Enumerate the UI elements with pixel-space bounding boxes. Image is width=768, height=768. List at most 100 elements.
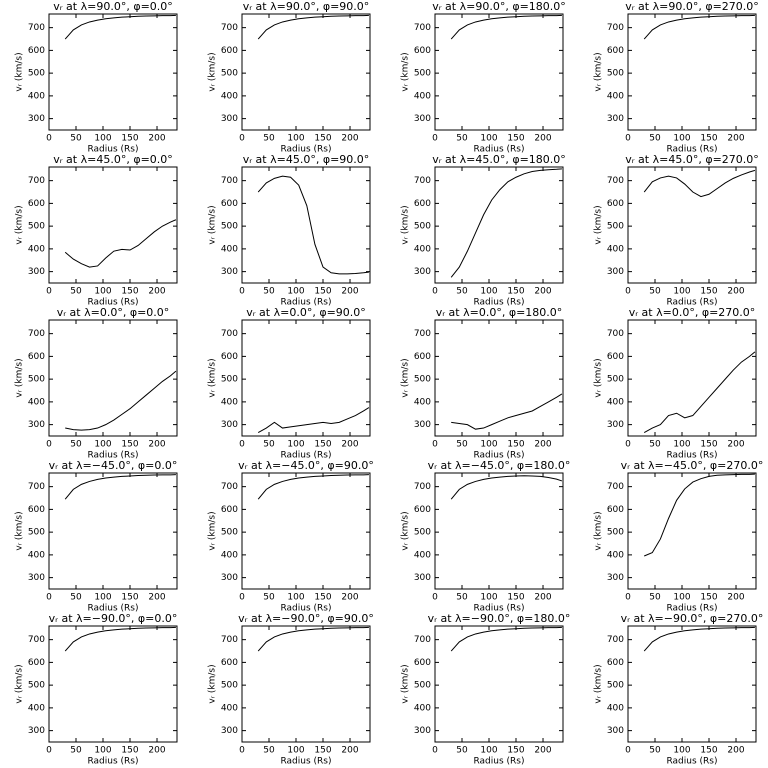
- y-axis-label: vᵣ (km/s): [208, 664, 218, 703]
- y-tick-label: 700: [221, 635, 238, 645]
- x-tick-label: 0: [239, 287, 245, 297]
- y-axis-label: vᵣ (km/s): [208, 358, 218, 397]
- y-axis-label: vᵣ (km/s): [594, 52, 604, 91]
- chart-title: vᵣ at λ=−45.0°, φ=0.0°: [49, 459, 178, 472]
- y-axis-label: vᵣ (km/s): [15, 664, 25, 703]
- y-tick-label: 300: [28, 267, 45, 277]
- plot-frame: [241, 472, 371, 590]
- plot-frame: [241, 625, 371, 743]
- y-tick-label: 600: [28, 352, 45, 362]
- chart-title: vᵣ at λ=−90.0°, φ=90.0°: [238, 612, 374, 625]
- y-tick-label: 300: [28, 573, 45, 583]
- y-tick-label: 300: [414, 726, 431, 736]
- chart-title: vᵣ at λ=0.0°, φ=0.0°: [57, 306, 170, 319]
- x-axis-label: Radius (Rs): [280, 298, 331, 308]
- x-tick-label: 150: [700, 746, 717, 756]
- y-tick-label: 500: [414, 222, 431, 232]
- plot-frame: [434, 625, 564, 743]
- chart-title: vᵣ at λ=−45.0°, φ=90.0°: [238, 459, 374, 472]
- y-tick-label: 400: [414, 397, 431, 407]
- subplot: vᵣ at λ=45.0°, φ=0.0° Radius (Rs) vᵣ (km/s…: [15, 153, 178, 308]
- subplot: vᵣ at λ=−45.0°, φ=180.0° Radius (Rs) vᵣ (k…: [401, 459, 571, 614]
- x-tick-label: 200: [534, 134, 551, 144]
- y-tick-label: 300: [28, 114, 45, 124]
- chart-title: vᵣ at λ=45.0°, φ=0.0°: [53, 153, 173, 166]
- subplot: vᵣ at λ=90.0°, φ=90.0° Radius (Rs) vᵣ (km/…: [208, 0, 371, 155]
- data-line: [257, 175, 369, 275]
- x-axis-label: Radius (Rs): [666, 145, 717, 155]
- y-axis-label: vᵣ (km/s): [208, 511, 218, 550]
- y-tick-label: 700: [28, 329, 45, 339]
- plot-frame: [627, 319, 757, 437]
- x-tick-label: 50: [70, 593, 82, 603]
- x-tick-label: 100: [673, 746, 690, 756]
- y-tick-label: 600: [607, 658, 624, 668]
- data-line: [257, 407, 370, 434]
- data-line: [643, 14, 755, 40]
- data-line: [643, 626, 755, 652]
- x-tick-label: 0: [46, 440, 52, 450]
- x-tick-label: 200: [534, 440, 551, 450]
- data-line: [64, 626, 176, 652]
- y-axis-label: vᵣ (km/s): [401, 52, 411, 91]
- plot-frame: [48, 625, 178, 743]
- y-axis-label: vᵣ (km/s): [401, 205, 411, 244]
- x-tick-label: 100: [94, 440, 111, 450]
- x-axis-label: Radius (Rs): [473, 451, 524, 461]
- x-axis-label: Radius (Rs): [87, 145, 138, 155]
- y-tick-label: 400: [28, 91, 45, 101]
- data-line: [257, 626, 369, 652]
- y-tick-label: 300: [607, 114, 624, 124]
- x-tick-label: 100: [673, 134, 690, 144]
- data-line: [450, 168, 562, 278]
- y-tick-label: 600: [221, 46, 238, 56]
- y-tick-label: 600: [607, 46, 624, 56]
- y-tick-label: 700: [28, 635, 45, 645]
- y-tick-label: 300: [221, 114, 238, 124]
- chart-title: vᵣ at λ=90.0°, φ=270.0°: [625, 0, 759, 13]
- subplot: vᵣ at λ=−90.0°, φ=270.0° Radius (Rs) vᵣ (k…: [594, 612, 764, 767]
- y-axis-label: vᵣ (km/s): [15, 205, 25, 244]
- x-axis-label: Radius (Rs): [473, 145, 524, 155]
- x-tick-label: 200: [341, 134, 358, 144]
- y-tick-label: 600: [414, 199, 431, 209]
- plot-frame: [241, 13, 371, 131]
- x-tick-label: 200: [534, 746, 551, 756]
- y-tick-label: 600: [414, 46, 431, 56]
- x-tick-label: 100: [94, 134, 111, 144]
- x-axis-label: Radius (Rs): [473, 298, 524, 308]
- y-tick-label: 400: [28, 397, 45, 407]
- y-tick-label: 300: [221, 267, 238, 277]
- plot-frame: [48, 166, 178, 284]
- x-tick-label: 50: [456, 440, 468, 450]
- x-tick-label: 50: [263, 287, 275, 297]
- x-tick-label: 200: [341, 287, 358, 297]
- y-tick-label: 300: [28, 420, 45, 430]
- y-tick-label: 700: [28, 176, 45, 186]
- y-tick-label: 400: [221, 244, 238, 254]
- x-tick-label: 50: [70, 440, 82, 450]
- x-tick-label: 0: [625, 593, 631, 603]
- x-tick-label: 200: [727, 134, 744, 144]
- y-tick-label: 700: [607, 482, 624, 492]
- chart-title: vᵣ at λ=0.0°, φ=180.0°: [436, 306, 563, 319]
- x-tick-label: 150: [314, 134, 331, 144]
- y-tick-label: 500: [28, 222, 45, 232]
- y-tick-label: 500: [414, 681, 431, 691]
- x-tick-label: 100: [94, 287, 111, 297]
- data-line: [64, 219, 177, 268]
- data-line: [643, 351, 756, 434]
- x-tick-label: 200: [148, 593, 165, 603]
- x-tick-label: 200: [148, 440, 165, 450]
- y-tick-label: 400: [607, 703, 624, 713]
- y-tick-label: 300: [414, 114, 431, 124]
- x-tick-label: 200: [534, 593, 551, 603]
- x-tick-label: 100: [673, 440, 690, 450]
- x-tick-label: 50: [263, 593, 275, 603]
- data-line: [644, 473, 755, 557]
- x-axis-label: Radius (Rs): [280, 451, 331, 461]
- x-axis-label: Radius (Rs): [666, 298, 717, 308]
- y-tick-label: 700: [221, 176, 238, 186]
- x-tick-label: 100: [480, 440, 497, 450]
